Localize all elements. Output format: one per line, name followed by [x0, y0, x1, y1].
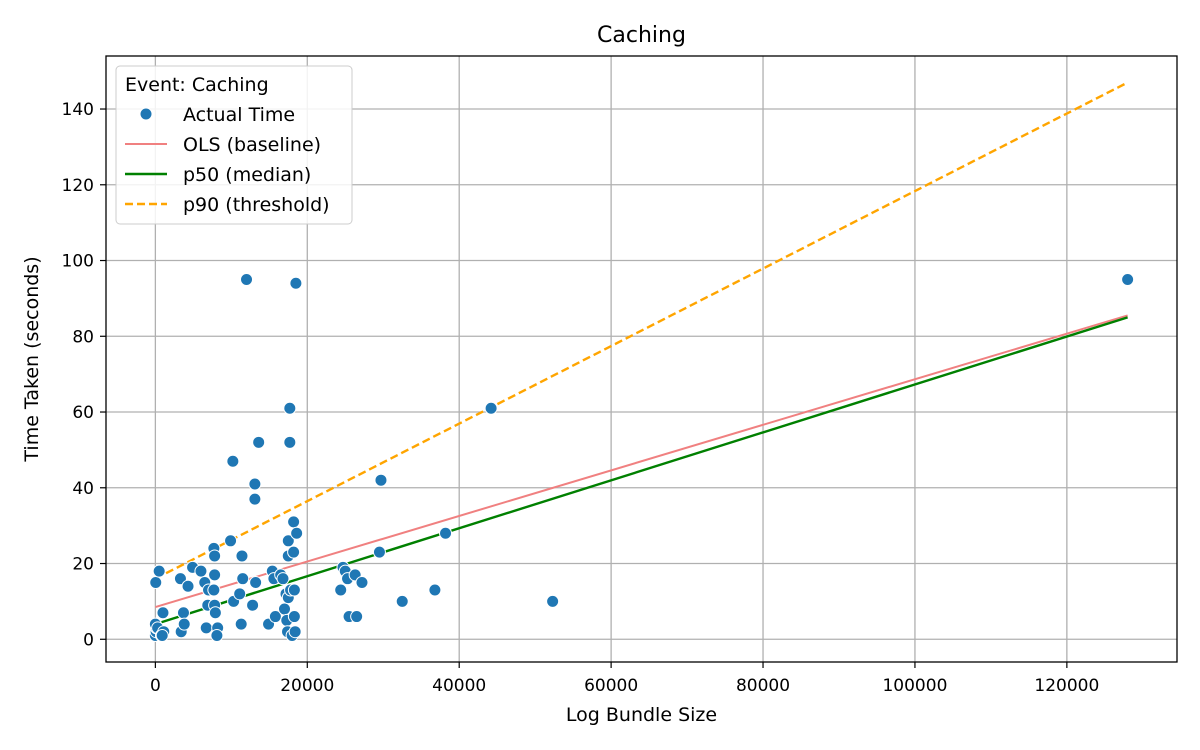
- data-point: [233, 587, 247, 601]
- ols-line: [155, 314, 1128, 609]
- data-point: [372, 545, 386, 559]
- data-point: [428, 583, 442, 597]
- data-point: [395, 594, 409, 608]
- data-point: [208, 549, 222, 563]
- legend-label-ols: OLS (baseline): [183, 134, 321, 156]
- data-point: [484, 401, 498, 415]
- data-point: [224, 534, 238, 548]
- data-point: [156, 606, 170, 620]
- data-point: [281, 534, 295, 548]
- p90-line: [154, 81, 1129, 580]
- x-tick-label: 100000: [882, 676, 947, 696]
- data-point: [1121, 272, 1135, 286]
- data-point: [374, 473, 388, 487]
- data-point: [181, 579, 195, 593]
- data-point: [287, 515, 301, 529]
- scatter-points: [148, 272, 1135, 642]
- data-point: [290, 526, 304, 540]
- data-point: [288, 625, 302, 639]
- y-axis-title: Time Taken (seconds): [21, 256, 43, 462]
- data-point: [439, 526, 453, 540]
- x-tick-label: 40000: [432, 676, 486, 696]
- p90-line-layer: [154, 81, 1129, 580]
- data-point: [355, 575, 369, 589]
- data-point: [276, 572, 290, 586]
- data-point: [283, 435, 297, 449]
- data-point: [252, 435, 266, 449]
- x-tick-label: 80000: [736, 676, 790, 696]
- y-tick-label: 80: [72, 327, 94, 347]
- y-tick-label: 0: [83, 630, 94, 650]
- data-point: [155, 628, 169, 642]
- data-point: [287, 545, 301, 559]
- y-tick-label: 120: [62, 176, 94, 196]
- y-tick-label: 60: [72, 403, 94, 423]
- x-axis-title: Log Bundle Size: [566, 704, 717, 726]
- data-point: [278, 602, 291, 616]
- data-point: [152, 564, 166, 578]
- legend-label-actual-time: Actual Time: [183, 104, 295, 126]
- x-tick-label: 60000: [584, 676, 638, 696]
- x-tick-label: 0: [150, 676, 161, 696]
- data-point: [246, 598, 260, 612]
- legend-label-p50: p50 (median): [183, 164, 311, 186]
- data-point: [248, 492, 262, 506]
- p50-line: [155, 316, 1128, 626]
- axis-ticks: 0 20000 40000 60000 80000 100000 120000 0 20 40 60…: [62, 100, 1100, 696]
- data-point: [177, 617, 191, 631]
- data-point: [249, 575, 263, 589]
- data-point: [226, 454, 240, 468]
- data-point: [194, 564, 208, 578]
- data-point: [546, 594, 560, 608]
- y-tick-label: 140: [62, 100, 94, 120]
- y-tick-label: 40: [72, 479, 94, 499]
- chart-title: Caching: [597, 23, 686, 48]
- y-tick-label: 100: [62, 252, 94, 272]
- data-point: [207, 583, 221, 597]
- legend-box: [115, 65, 353, 225]
- data-point: [235, 549, 249, 563]
- data-point: [248, 477, 262, 491]
- y-tick-label: 20: [72, 555, 94, 575]
- p50-line-layer: [155, 316, 1128, 626]
- data-point: [268, 610, 282, 624]
- ols-line-layer: [155, 314, 1128, 609]
- data-point: [208, 606, 222, 620]
- data-point: [176, 606, 190, 620]
- data-point: [236, 572, 250, 586]
- legend-title: Event: Caching: [125, 74, 269, 96]
- data-point: [208, 568, 222, 582]
- data-point: [149, 575, 163, 589]
- data-point: [240, 272, 254, 286]
- data-point: [289, 276, 303, 290]
- data-point: [350, 610, 364, 624]
- data-point: [234, 617, 248, 631]
- grid: [106, 56, 1177, 662]
- x-tick-label: 20000: [280, 676, 334, 696]
- plot-frame: [105, 55, 1178, 663]
- data-point: [334, 583, 348, 597]
- legend-label-p90: p90 (threshold): [183, 194, 330, 216]
- x-tick-label: 120000: [1034, 676, 1099, 696]
- data-point: [210, 628, 224, 642]
- data-point: [199, 621, 213, 635]
- data-point: [283, 401, 297, 415]
- legend: Event: Caching Actual Time OLS (baseline…: [115, 65, 353, 225]
- data-point: [287, 583, 301, 597]
- data-point: [287, 610, 301, 624]
- legend-marker-actual-time: [139, 107, 153, 121]
